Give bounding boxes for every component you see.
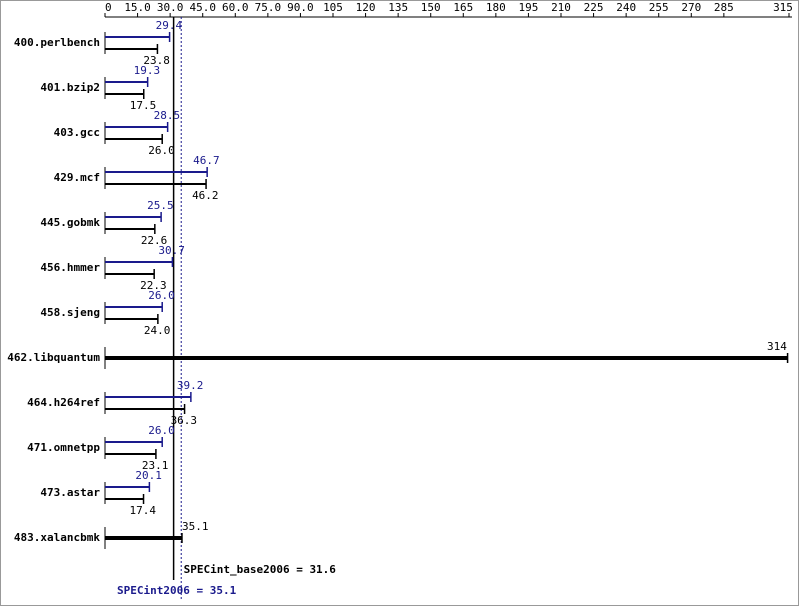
bar [105, 392, 192, 402]
category-label: 401.bzip2 [40, 81, 100, 94]
category-label: 462.libquantum [7, 351, 100, 364]
x-tick-label: 75.0 [255, 1, 282, 14]
value-label: 24.0 [144, 324, 171, 337]
reference-label: SPECint_base2006 = 31.6 [184, 563, 337, 576]
category-label: 456.hmmer [40, 261, 100, 274]
value-label: 25.5 [147, 199, 174, 212]
category-label: 400.perlbench [14, 36, 100, 49]
x-tick-label: 225 [584, 1, 604, 14]
x-tick-label: 60.0 [222, 1, 249, 14]
bar [105, 77, 149, 87]
value-label: 17.4 [130, 504, 157, 517]
bar [105, 269, 155, 279]
category-label: 458.sjeng [40, 306, 100, 319]
value-label: 19.3 [134, 64, 161, 77]
x-tick-label: 45.0 [189, 1, 216, 14]
value-label: 22.3 [140, 279, 167, 292]
bar [105, 494, 145, 504]
x-tick-label: 165 [453, 1, 473, 14]
bar [105, 533, 183, 543]
bar [105, 404, 186, 414]
bar [105, 89, 145, 99]
bar [105, 437, 163, 447]
x-tick-label: 255 [649, 1, 669, 14]
value-label: 22.6 [141, 234, 168, 247]
x-tick-label: 195 [518, 1, 538, 14]
bar [105, 302, 163, 312]
value-label: 35.1 [182, 520, 209, 533]
bar [105, 224, 156, 234]
bar [105, 449, 157, 459]
bar [105, 122, 169, 132]
value-label: 26.0 [148, 144, 175, 157]
bar [105, 482, 151, 492]
x-tick-label: 150 [421, 1, 441, 14]
value-label: 23.8 [143, 54, 170, 67]
x-tick-label: 315 [773, 1, 793, 14]
value-label: 29.4 [156, 19, 183, 32]
x-tick-label: 240 [616, 1, 636, 14]
value-label: 17.5 [130, 99, 157, 112]
bar [105, 212, 162, 222]
value-label: 314 [767, 340, 787, 353]
bar [105, 167, 208, 177]
value-label: 28.5 [154, 109, 181, 122]
x-tick-label: 30.0 [157, 1, 184, 14]
x-tick-label: 105 [323, 1, 343, 14]
category-label: 429.mcf [54, 171, 100, 184]
bar [105, 353, 789, 363]
bar [105, 134, 163, 144]
x-tick-label: 180 [486, 1, 506, 14]
category-label: 445.gobmk [40, 216, 100, 229]
x-tick-label: 210 [551, 1, 571, 14]
x-tick-label: 90.0 [287, 1, 314, 14]
value-label: 26.0 [148, 424, 175, 437]
category-label: 471.omnetpp [27, 441, 100, 454]
bar [105, 179, 207, 189]
x-tick-label: 285 [714, 1, 734, 14]
category-label: 403.gcc [54, 126, 100, 139]
value-label: 46.2 [192, 189, 219, 202]
x-tick-label: 270 [681, 1, 701, 14]
x-tick-label: 0 [105, 1, 112, 14]
category-label: 473.astar [40, 486, 100, 499]
category-label: 483.xalancbmk [14, 531, 100, 544]
value-label: 30.7 [158, 244, 185, 257]
bar [105, 257, 174, 267]
x-tick-label: 15.0 [124, 1, 151, 14]
value-label: 26.0 [148, 289, 175, 302]
bar [105, 314, 159, 324]
category-label: 464.h264ref [27, 396, 100, 409]
x-tick-label: 135 [388, 1, 408, 14]
reference-label: SPECint2006 = 35.1 [117, 584, 237, 597]
bar [105, 44, 159, 54]
value-label: 39.2 [177, 379, 204, 392]
bar [105, 32, 171, 42]
value-label: 36.3 [171, 414, 198, 427]
x-tick-label: 120 [356, 1, 376, 14]
value-label: 46.7 [193, 154, 220, 167]
value-label: 23.1 [142, 459, 169, 472]
value-label: 20.1 [135, 469, 162, 482]
